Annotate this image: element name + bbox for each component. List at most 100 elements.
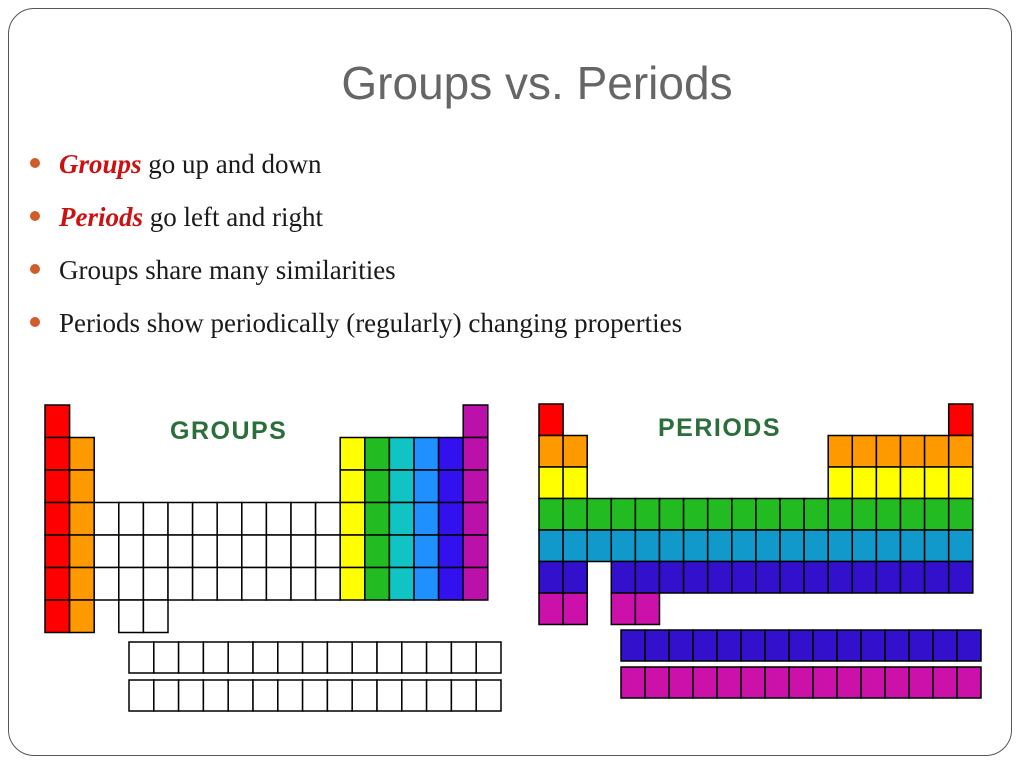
periods-cell bbox=[755, 497, 781, 531]
periods-cell bbox=[851, 529, 878, 563]
periods-cell bbox=[682, 560, 709, 594]
periods-cell bbox=[586, 497, 613, 531]
periods-cell bbox=[731, 497, 757, 531]
periods-cell bbox=[634, 497, 661, 531]
periods-cell bbox=[947, 560, 974, 594]
periods-cell bbox=[682, 529, 709, 563]
periods-cell bbox=[923, 497, 950, 531]
periods-cell bbox=[827, 434, 854, 468]
groups-cell bbox=[413, 534, 440, 569]
periods-cell bbox=[923, 529, 950, 563]
periods-cell bbox=[538, 497, 564, 531]
groups-cell bbox=[265, 501, 292, 536]
periods-cell bbox=[851, 434, 878, 468]
periods-f-block-cell bbox=[740, 629, 766, 662]
groups-cell bbox=[462, 404, 489, 439]
periods-f-block-cell bbox=[932, 629, 958, 662]
periods-cell bbox=[658, 560, 685, 594]
bullet-dot bbox=[30, 158, 40, 168]
periods-cell bbox=[947, 466, 974, 500]
periods-cell bbox=[803, 560, 829, 594]
groups-cell bbox=[191, 534, 218, 569]
groups-cell bbox=[413, 469, 440, 504]
groups-cell bbox=[462, 501, 489, 536]
periods-f-block-cell bbox=[788, 629, 814, 662]
groups-cell bbox=[364, 566, 391, 601]
groups-f-block-cell bbox=[227, 679, 254, 712]
periods-cell bbox=[899, 529, 926, 563]
groups-cell bbox=[191, 566, 218, 601]
periods-f-block-cell bbox=[716, 629, 742, 662]
groups-cell bbox=[462, 566, 489, 601]
groups-cell bbox=[388, 534, 415, 569]
groups-cell bbox=[167, 566, 194, 601]
groups-cell bbox=[290, 534, 317, 569]
groups-f-block-cell bbox=[425, 641, 453, 674]
groups-f-block-cell bbox=[177, 679, 205, 712]
groups-cell bbox=[68, 436, 95, 471]
periods-cell bbox=[875, 529, 902, 563]
bullet-properties: Periods show periodically (regularly) ch… bbox=[30, 301, 682, 354]
periods-f-block-cell bbox=[812, 629, 838, 662]
periods-cell bbox=[658, 497, 685, 531]
bullet-dot bbox=[30, 211, 40, 221]
periods-cell bbox=[875, 497, 902, 531]
groups-cell bbox=[388, 566, 415, 601]
periods-f-block-cell bbox=[644, 666, 670, 699]
bullet-list: Groups go up and down Periods go left an… bbox=[30, 142, 682, 354]
groups-f-block-cell bbox=[128, 641, 155, 674]
groups-cell bbox=[413, 436, 440, 471]
periods-f-block-cell bbox=[788, 666, 814, 699]
periods-cell bbox=[827, 529, 854, 563]
groups-cell bbox=[339, 534, 366, 569]
periods-cell bbox=[827, 497, 854, 531]
groups-cell bbox=[167, 501, 194, 536]
bullet-text: go left and right bbox=[143, 202, 323, 232]
periods-cell bbox=[562, 592, 588, 626]
periods-cell bbox=[562, 497, 588, 531]
groups-f-block-cell bbox=[326, 641, 353, 674]
groups-cell bbox=[44, 534, 71, 569]
groups-f-block-cell bbox=[277, 641, 304, 674]
periods-cell bbox=[779, 529, 805, 563]
groups-cell bbox=[265, 566, 292, 601]
groups-f-block-cell bbox=[326, 679, 353, 712]
groups-cell bbox=[241, 501, 268, 536]
groups-cell bbox=[118, 599, 145, 634]
groups-f-block-cell bbox=[475, 679, 502, 712]
groups-cell bbox=[413, 501, 440, 536]
groups-f-block-cell bbox=[450, 641, 477, 674]
periods-f-block-cell bbox=[932, 666, 958, 699]
groups-cell bbox=[437, 436, 464, 471]
groups-f-block-cell bbox=[128, 679, 155, 712]
groups-cell bbox=[216, 501, 243, 536]
periods-cell bbox=[634, 529, 661, 563]
groups-f-block-cell bbox=[450, 679, 477, 712]
groups-cell bbox=[44, 404, 71, 439]
groups-f-block-cell bbox=[177, 641, 205, 674]
periods-cell bbox=[562, 466, 588, 500]
periods-cell bbox=[947, 529, 974, 563]
groups-f-block-cell bbox=[376, 641, 403, 674]
periods-f-block-cell bbox=[884, 666, 910, 699]
periods-cell bbox=[947, 434, 974, 468]
periods-cell bbox=[731, 529, 757, 563]
periods-f-block-cell bbox=[884, 629, 910, 662]
periods-f-block-cell bbox=[908, 666, 934, 699]
bullet-periods: Periods go left and right bbox=[30, 195, 682, 248]
groups-f-block-cell bbox=[301, 641, 329, 674]
groups-cell bbox=[437, 534, 464, 569]
bullet-text: go up and down bbox=[141, 149, 322, 179]
groups-cell bbox=[413, 566, 440, 601]
periods-f-block-cell bbox=[956, 666, 982, 699]
groups-cell bbox=[339, 436, 366, 471]
groups-cell bbox=[339, 501, 366, 536]
groups-f-block-cell bbox=[202, 679, 229, 712]
groups-cell bbox=[339, 566, 366, 601]
groups-cell bbox=[314, 534, 341, 569]
groups-cell bbox=[68, 534, 95, 569]
groups-cell bbox=[68, 469, 95, 504]
groups-cell bbox=[241, 534, 268, 569]
periods-cell bbox=[562, 434, 588, 468]
groups-cell bbox=[167, 534, 194, 569]
